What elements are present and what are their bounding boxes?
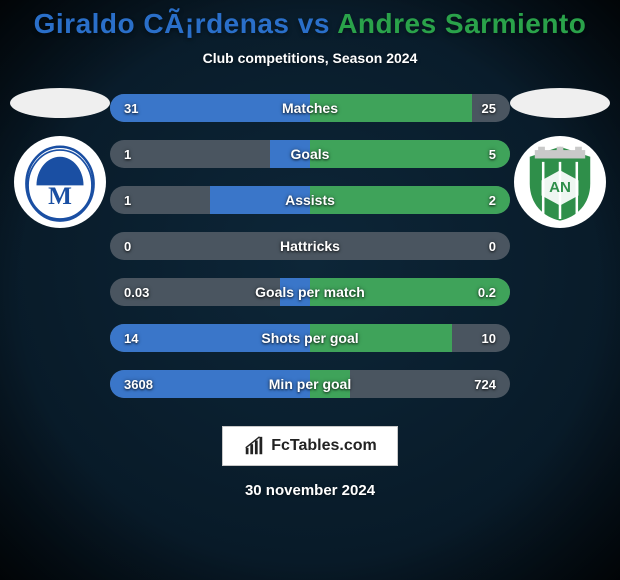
stat-bars: 31Matches25 1Goals5 1Assists2 0Hattricks0 0.… xyxy=(110,94,510,398)
title-left: Giraldo CÃ¡rdenas xyxy=(34,8,290,39)
title-right: Andres Sarmiento xyxy=(337,8,586,39)
stat-row: 3608Min per goal724 xyxy=(110,370,510,398)
stat-fill-left xyxy=(280,278,310,306)
stat-fill-right xyxy=(310,94,472,122)
stat-fill-left xyxy=(210,186,310,214)
svg-text:AN: AN xyxy=(549,179,571,196)
svg-text:M: M xyxy=(48,183,72,210)
brand-text: FcTables.com xyxy=(271,437,377,455)
player-right-photo xyxy=(510,88,610,118)
stat-row: 1Goals5 xyxy=(110,140,510,168)
player-left-column: M xyxy=(0,88,120,228)
stat-row: 0Hattricks0 xyxy=(110,232,510,260)
footer-date: 30 november 2024 xyxy=(245,482,375,499)
stat-row: 31Matches25 xyxy=(110,94,510,122)
stat-row: 14Shots per goal10 xyxy=(110,324,510,352)
chart-icon xyxy=(243,435,265,457)
stat-row: 1Assists2 xyxy=(110,186,510,214)
comparison-area: M 31Matches25 1Goals5 1Assists2 0Hattricks0… xyxy=(0,94,620,398)
stat-fill-left xyxy=(110,370,310,398)
stat-fill-right xyxy=(310,324,452,352)
stat-fill-right xyxy=(310,278,510,306)
stat-fill-left xyxy=(110,324,310,352)
player-left-photo xyxy=(10,88,110,118)
stat-fill-right xyxy=(310,140,510,168)
subtitle: Club competitions, Season 2024 xyxy=(203,50,418,66)
player-left-crest: M xyxy=(14,136,106,228)
stat-fill-left xyxy=(270,140,310,168)
player-right-column: AN xyxy=(500,88,620,228)
player-right-crest: AN xyxy=(514,136,606,228)
title-vs: vs xyxy=(290,8,338,39)
page-title: Giraldo CÃ¡rdenas vs Andres Sarmiento xyxy=(34,8,587,40)
stat-fill-left xyxy=(110,94,310,122)
brand-logo[interactable]: FcTables.com xyxy=(222,426,398,466)
stat-row: 0.03Goals per match0.2 xyxy=(110,278,510,306)
stat-fill-right xyxy=(310,186,510,214)
stat-fill-right xyxy=(310,370,350,398)
